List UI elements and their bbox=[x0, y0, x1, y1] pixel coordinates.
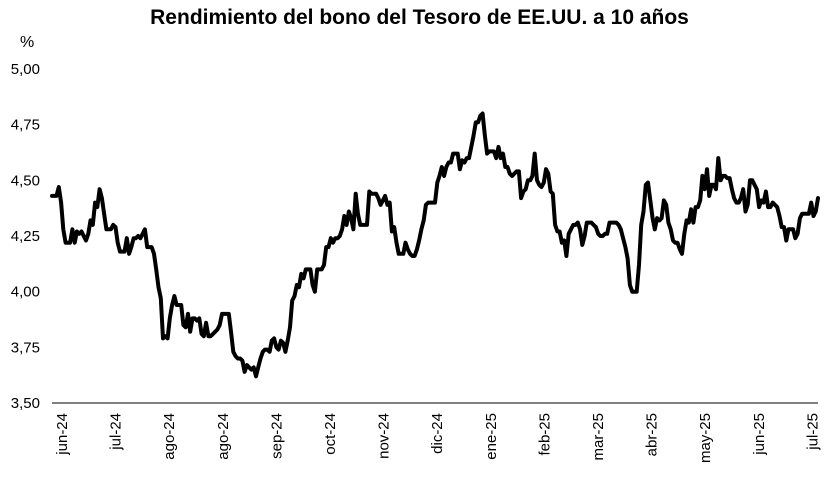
x-tick-label: dic-24 bbox=[429, 413, 446, 454]
x-tick-label: jul-25 bbox=[804, 413, 821, 451]
y-tick-labels: 5,00 4,75 4,50 4,25 4,00 3,75 3,50 bbox=[11, 61, 40, 412]
x-tick-label: abr-25 bbox=[644, 413, 661, 456]
x-tick-label: mar-25 bbox=[590, 413, 607, 461]
y-tick-label: 3,75 bbox=[11, 339, 40, 356]
x-tick-label: may-25 bbox=[697, 413, 714, 463]
x-tick-label: jul-24 bbox=[108, 413, 125, 451]
x-tick-label: jun-25 bbox=[751, 413, 768, 456]
y-tick-label: 3,50 bbox=[11, 395, 40, 412]
y-tick-label: 4,25 bbox=[11, 228, 40, 245]
y-tick-label: 5,00 bbox=[11, 61, 40, 78]
y-tick-label: 4,50 bbox=[11, 172, 40, 189]
y-tick-label: 4,00 bbox=[11, 284, 40, 301]
x-tick-label: ago-24 bbox=[215, 413, 232, 460]
x-tick-label: sep-24 bbox=[268, 413, 285, 459]
y-tick-label: 4,75 bbox=[11, 117, 40, 134]
x-tick-labels: jun-24 jul-24 ago-24 ago-24 sep-24 oct-24 nov-… bbox=[54, 413, 821, 463]
yield-line bbox=[50, 111, 820, 379]
series bbox=[50, 111, 820, 379]
x-tick-label: ago-24 bbox=[161, 413, 178, 460]
x-tick-label: feb-25 bbox=[536, 413, 553, 456]
x-tick-label: ene-25 bbox=[483, 413, 500, 460]
x-tick-label: oct-24 bbox=[322, 413, 339, 455]
x-tick-label: jun-24 bbox=[54, 413, 71, 456]
chart-title: Rendimiento del bono del Tesoro de EE.UU… bbox=[150, 6, 689, 29]
x-tick-label: nov-24 bbox=[376, 413, 393, 459]
y-axis-unit: % bbox=[20, 34, 35, 51]
